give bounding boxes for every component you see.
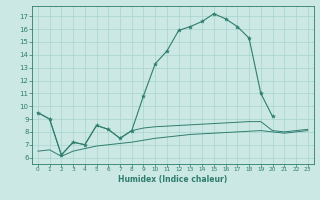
X-axis label: Humidex (Indice chaleur): Humidex (Indice chaleur) — [118, 175, 228, 184]
